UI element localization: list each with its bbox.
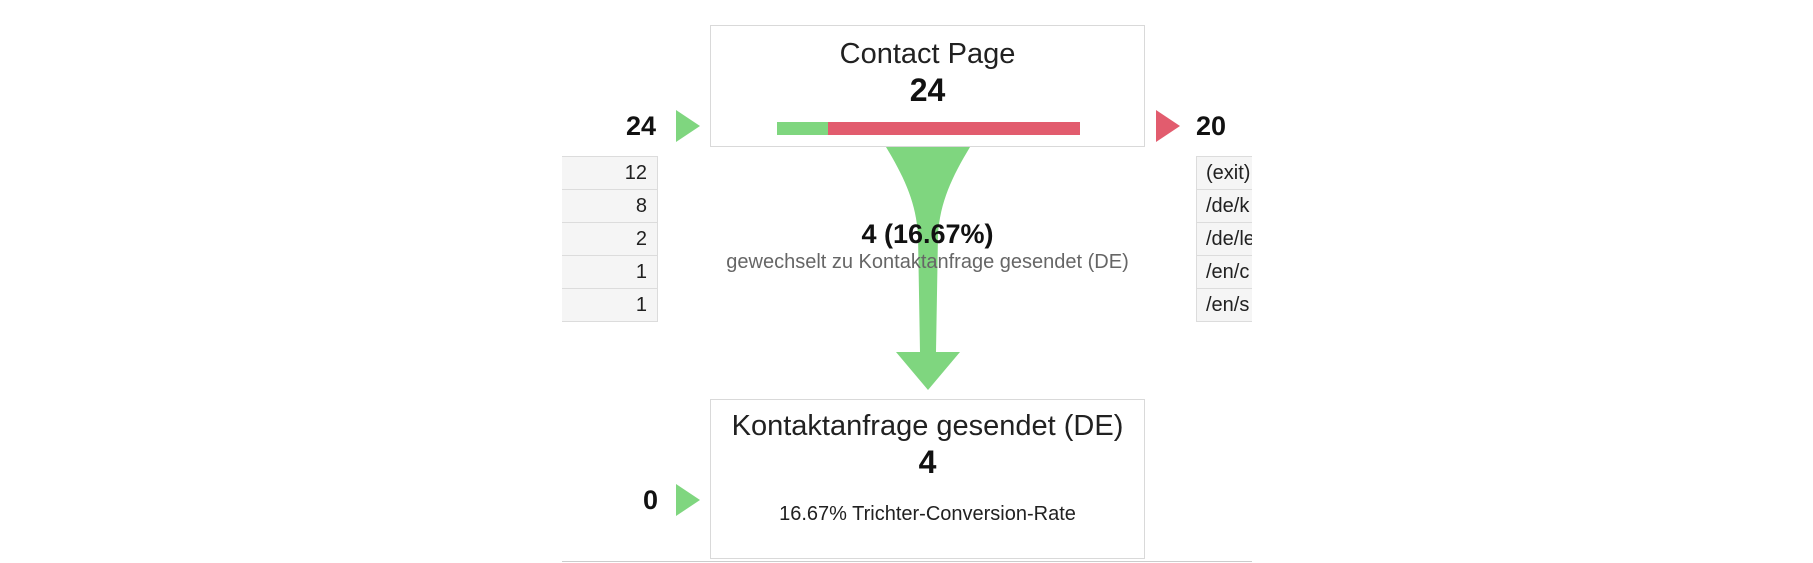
- step2-entrances-count[interactable]: 0: [643, 485, 659, 515]
- continuation-bar-fill: [777, 122, 828, 135]
- exit-arrow-icon: [1156, 110, 1180, 142]
- step1-entrances-count[interactable]: 24: [626, 111, 657, 141]
- list-item[interactable]: /en/s: [1196, 289, 1252, 322]
- conversion-label: gewechselt zu Kontaktanfrage gesendet (D…: [726, 251, 1129, 273]
- funnel-step-kontaktanfrage[interactable]: Kontaktanfrage gesendet (DE) 4 16.67% Tr…: [710, 399, 1145, 559]
- step-title: Contact Page: [839, 38, 1016, 70]
- step-count: 4: [918, 444, 937, 480]
- continuation-bar: [777, 122, 1080, 135]
- entrance-arrow-icon: [676, 484, 700, 516]
- divider: [562, 561, 1252, 562]
- funnel-flow-arrow-icon: [886, 147, 970, 390]
- step-count: 24: [909, 72, 946, 108]
- list-item[interactable]: 1: [562, 289, 658, 322]
- conversion-summary: 4 (16.67%) gewechselt zu Kontaktanfrage …: [710, 218, 1145, 274]
- step1-exits-count[interactable]: 20: [1196, 111, 1227, 141]
- exit-destinations-list: (exit) /de/k /de/le /en/c /en/s: [1196, 156, 1252, 322]
- list-item[interactable]: (exit): [1196, 157, 1252, 190]
- funnel-conversion-rate: 16.67% Trichter-Conversion-Rate: [779, 503, 1076, 525]
- list-item[interactable]: 2: [562, 223, 658, 256]
- list-item[interactable]: /de/le: [1196, 223, 1252, 256]
- step-title: Kontaktanfrage gesendet (DE): [731, 410, 1124, 442]
- list-item[interactable]: 1: [562, 256, 658, 289]
- entrance-arrow-icon: [676, 110, 700, 142]
- funnel-step-contact-page[interactable]: Contact Page 24: [710, 25, 1145, 147]
- conversion-value: 4 (16.67%): [861, 219, 994, 249]
- entrance-sources-list: 12 8 2 1 1: [562, 156, 658, 322]
- list-item[interactable]: /de/k: [1196, 190, 1252, 223]
- list-item[interactable]: 8: [562, 190, 658, 223]
- list-item[interactable]: /en/c: [1196, 256, 1252, 289]
- list-item[interactable]: 12: [562, 157, 658, 190]
